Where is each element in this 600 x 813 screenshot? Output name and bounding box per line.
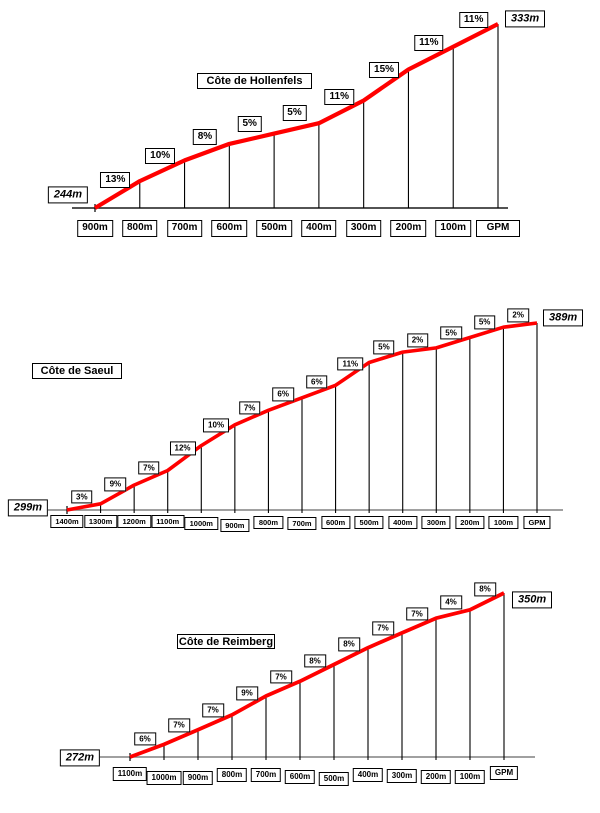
chart-title: Côte de Hollenfels <box>197 73 312 89</box>
profile-line <box>66 321 538 512</box>
climb-profile-saeul <box>48 321 563 514</box>
distance-label: 500m <box>256 220 292 237</box>
distance-label: 700m <box>250 768 282 782</box>
profile-line <box>93 22 499 210</box>
gradient-label: 5% <box>373 340 395 355</box>
start-elevation-label: 244m <box>47 186 88 204</box>
distance-label: 800m <box>216 768 248 782</box>
distance-label: 600m <box>320 516 351 530</box>
gradient-label: 4% <box>440 595 462 610</box>
gradient-label: 5% <box>237 115 262 132</box>
distance-label: GPM <box>489 766 519 780</box>
distance-label: 600m <box>284 770 316 784</box>
distance-label: 1100m <box>112 767 148 781</box>
gradient-label: 8% <box>192 129 218 146</box>
distance-label: 400m <box>388 516 418 530</box>
gradient-label: 11% <box>337 357 364 371</box>
distance-label: 700m <box>166 220 203 237</box>
summit-elevation-label: 389m <box>543 309 584 327</box>
gradient-label: 7% <box>270 670 292 684</box>
distance-label: 400m <box>352 768 384 782</box>
gradient-label: 2% <box>507 308 529 323</box>
summit-elevation-label: 333m <box>505 10 546 28</box>
gradient-label: 8% <box>304 654 326 668</box>
gradient-label: 13% <box>100 171 131 188</box>
gradient-label: 15% <box>369 61 400 78</box>
distance-label: 300m <box>345 220 382 237</box>
distance-label: GPM <box>523 516 551 530</box>
gradient-label: 7% <box>202 703 224 718</box>
gradient-label: 11% <box>324 88 354 105</box>
distance-label: 1200m <box>117 515 151 529</box>
distance-label: 400m <box>301 220 337 237</box>
gradient-label: 7% <box>168 718 190 733</box>
gradient-label: 11% <box>458 12 489 29</box>
distance-label: 800m <box>121 220 158 237</box>
climb-profile-reimberg <box>95 591 535 761</box>
start-elevation-label: 272m <box>59 749 100 767</box>
distance-label: 200m <box>455 516 485 530</box>
gradient-label: 7% <box>406 606 428 621</box>
gradient-label: 5% <box>282 105 307 122</box>
distance-label: 800m <box>253 516 284 530</box>
distance-label: 900m <box>182 771 214 785</box>
distance-label: 900m <box>77 220 113 237</box>
gradient-label: 6% <box>272 387 294 402</box>
distance-label: 600m <box>211 220 248 237</box>
start-elevation-label: 299m <box>7 499 48 517</box>
gradient-label: 2% <box>406 333 429 347</box>
distance-label: 1100m <box>151 515 185 529</box>
distance-label: 100m <box>435 220 472 237</box>
distance-label: 500m <box>354 516 384 530</box>
gradient-label: 7% <box>238 400 261 415</box>
distance-label: 900m <box>220 519 250 533</box>
gradient-label: 6% <box>134 732 156 746</box>
distance-label: 1400m <box>50 515 84 529</box>
distance-label: 1300m <box>83 515 118 529</box>
distance-label: 200m <box>390 220 427 237</box>
gradient-label: 7% <box>372 621 394 636</box>
distance-label: 300m <box>386 769 418 783</box>
distance-label: 300m <box>421 516 451 530</box>
gradient-label: 10% <box>145 147 176 164</box>
gradient-label: 3% <box>71 490 93 504</box>
gradient-label: 5% <box>473 315 496 330</box>
gradient-label: 7% <box>138 461 160 475</box>
gradient-label: 5% <box>440 326 462 340</box>
distance-label: 100m <box>488 516 519 530</box>
distance-label: 700m <box>287 517 317 531</box>
gradient-label: 9% <box>236 686 258 701</box>
profile-line <box>129 591 505 759</box>
distance-label: 1000m <box>146 771 182 785</box>
gradient-label: 8% <box>474 582 496 597</box>
gradient-label: 8% <box>338 637 360 652</box>
gradient-label: 10% <box>203 418 230 433</box>
distance-label: 200m <box>420 770 452 784</box>
gradient-label: 12% <box>169 441 196 456</box>
gradient-label: 9% <box>104 477 127 492</box>
gradient-label: 6% <box>306 374 328 389</box>
distance-label: 100m <box>454 770 486 784</box>
summit-elevation-label: 350m <box>512 591 553 609</box>
chart-title: Côte de Saeul <box>32 363 122 379</box>
distance-label: GPM <box>476 220 520 237</box>
climb-profile-hollenfels <box>72 22 508 212</box>
distance-label: 500m <box>318 772 350 786</box>
distance-label: 1000m <box>184 517 218 531</box>
chart-title: Côte de Reimberg <box>177 634 275 649</box>
gradient-label: 11% <box>414 35 444 52</box>
